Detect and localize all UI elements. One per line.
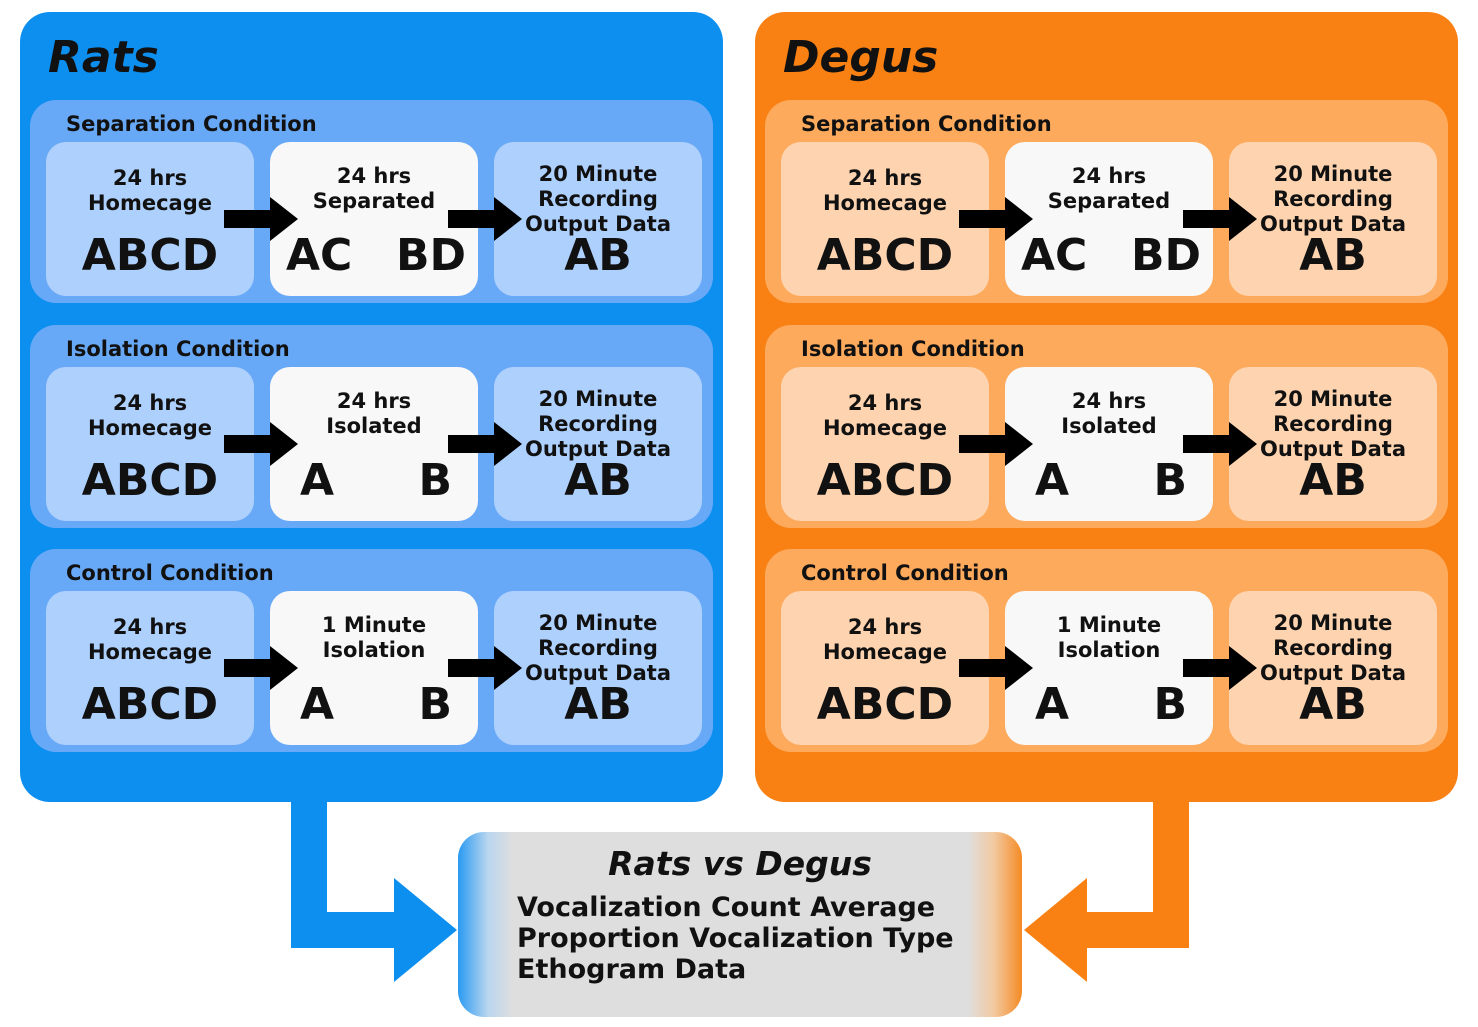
rats-panel: Rats Separation Condition 24 hrs Homecag… xyxy=(20,12,723,802)
isolation-box: 1 Minute Isolation A B xyxy=(270,591,478,745)
result-line: Vocalization Count Average xyxy=(517,892,936,923)
group-right-animals: B xyxy=(418,679,452,730)
recording-box: 20 Minute Recording Output Data AB xyxy=(494,367,702,521)
homecage-label: 24 hrs Homecage xyxy=(822,166,948,215)
homecage-label: 24 hrs Homecage xyxy=(822,391,948,440)
recording-animals: AB xyxy=(1299,230,1367,281)
arrow-right-icon xyxy=(959,197,1033,241)
recording-box: 20 Minute Recording Output Data AB xyxy=(1229,142,1437,296)
recording-animals: AB xyxy=(564,679,632,730)
arrow-right-icon xyxy=(448,422,522,466)
isolated-box: 24 hrs Isolated A B xyxy=(270,367,478,521)
homecage-box: 24 hrs Homecage ABCD xyxy=(781,142,989,296)
result-line: Proportion Vocalization Type xyxy=(517,923,954,954)
condition-title: Isolation Condition xyxy=(801,337,1025,361)
separated-label: 24 hrs Separated xyxy=(1047,164,1171,213)
separated-box: 24 hrs Separated AC BD xyxy=(1005,142,1213,296)
degus-separation-condition: Separation Condition 24 hrs Homecage ABC… xyxy=(765,100,1448,303)
recording-label: 20 Minute Recording Output Data xyxy=(525,387,671,461)
homecage-box: 24 hrs Homecage ABCD xyxy=(781,591,989,745)
recording-animals: AB xyxy=(1299,679,1367,730)
isolation-box: 1 Minute Isolation A B xyxy=(1005,591,1213,745)
group-right-animals: BD xyxy=(1130,230,1201,281)
rats-control-condition: Control Condition 24 hrs Homecage ABCD 1… xyxy=(30,549,713,752)
isolated-label: 24 hrs Isolated xyxy=(326,389,422,438)
group-right-animals: B xyxy=(1153,455,1187,506)
recording-label: 20 Minute Recording Output Data xyxy=(1260,162,1406,236)
homecage-label: 24 hrs Homecage xyxy=(822,615,948,664)
isolated-box: 24 hrs Isolated A B xyxy=(1005,367,1213,521)
separated-label: 24 hrs Separated xyxy=(312,164,436,213)
recording-box: 20 Minute Recording Output Data AB xyxy=(1229,367,1437,521)
homecage-animals: ABCD xyxy=(816,679,954,730)
recording-label: 20 Minute Recording Output Data xyxy=(525,162,671,236)
group-left-animals: AC xyxy=(1021,230,1088,281)
rats-to-result-arrow xyxy=(291,800,457,982)
arrow-right-icon xyxy=(448,197,522,241)
homecage-box: 24 hrs Homecage ABCD xyxy=(781,367,989,521)
homecage-animals: ABCD xyxy=(816,455,954,506)
group-left-animals: A xyxy=(1035,455,1070,506)
group-left-animals: A xyxy=(1035,679,1070,730)
recording-box: 20 Minute Recording Output Data AB xyxy=(1229,591,1437,745)
recording-animals: AB xyxy=(1299,455,1367,506)
arrow-right-icon xyxy=(224,197,298,241)
homecage-label: 24 hrs Homecage xyxy=(87,166,213,215)
group-right-animals: B xyxy=(418,455,452,506)
degus-isolation-condition: Isolation Condition 24 hrs Homecage ABCD… xyxy=(765,325,1448,528)
result-line: Ethogram Data xyxy=(517,954,747,985)
group-right-animals: BD xyxy=(395,230,466,281)
isolated-label: 24 hrs Isolated xyxy=(1061,389,1157,438)
homecage-animals: ABCD xyxy=(81,455,219,506)
separated-box: 24 hrs Separated AC BD xyxy=(270,142,478,296)
recording-label: 20 Minute Recording Output Data xyxy=(1260,611,1406,685)
arrow-right-icon xyxy=(224,422,298,466)
condition-title: Separation Condition xyxy=(801,112,1052,136)
arrow-right-icon xyxy=(1183,197,1257,241)
rats-separation-condition: Separation Condition 24 hrs Homecage ABC… xyxy=(30,100,713,303)
recording-animals: AB xyxy=(564,455,632,506)
homecage-box: 24 hrs Homecage ABCD xyxy=(46,367,254,521)
homecage-box: 24 hrs Homecage ABCD xyxy=(46,142,254,296)
group-left-animals: A xyxy=(300,679,335,730)
homecage-label: 24 hrs Homecage xyxy=(87,391,213,440)
arrow-right-icon xyxy=(224,646,298,690)
homecage-animals: ABCD xyxy=(816,230,954,281)
condition-title: Control Condition xyxy=(801,561,1009,585)
arrow-right-icon xyxy=(959,646,1033,690)
homecage-animals: ABCD xyxy=(81,230,219,281)
group-left-animals: A xyxy=(300,455,335,506)
group-right-animals: B xyxy=(1153,679,1187,730)
arrow-right-icon xyxy=(448,646,522,690)
comparison-title: Rats vs Degus xyxy=(608,844,872,883)
arrow-right-icon xyxy=(1183,646,1257,690)
rats-isolation-condition: Isolation Condition 24 hrs Homecage ABCD… xyxy=(30,325,713,528)
condition-title: Isolation Condition xyxy=(66,337,290,361)
comparison-box: Rats vs Degus Vocalization Count Average… xyxy=(458,832,1022,1017)
degus-to-result-arrow xyxy=(1024,800,1189,982)
recording-animals: AB xyxy=(564,230,632,281)
arrow-right-icon xyxy=(959,422,1033,466)
recording-box: 20 Minute Recording Output Data AB xyxy=(494,142,702,296)
homecage-box: 24 hrs Homecage ABCD xyxy=(46,591,254,745)
homecage-animals: ABCD xyxy=(81,679,219,730)
degus-title: Degus xyxy=(783,32,939,83)
degus-panel: Degus Separation Condition 24 hrs Homeca… xyxy=(755,12,1458,802)
isolation-label: 1 Minute Isolation xyxy=(321,613,427,662)
rats-title: Rats xyxy=(48,32,159,83)
group-left-animals: AC xyxy=(286,230,353,281)
recording-box: 20 Minute Recording Output Data AB xyxy=(494,591,702,745)
arrow-right-icon xyxy=(1183,422,1257,466)
recording-label: 20 Minute Recording Output Data xyxy=(1260,387,1406,461)
recording-label: 20 Minute Recording Output Data xyxy=(525,611,671,685)
degus-control-condition: Control Condition 24 hrs Homecage ABCD 1… xyxy=(765,549,1448,752)
homecage-label: 24 hrs Homecage xyxy=(87,615,213,664)
condition-title: Separation Condition xyxy=(66,112,317,136)
condition-title: Control Condition xyxy=(66,561,274,585)
isolation-label: 1 Minute Isolation xyxy=(1056,613,1162,662)
